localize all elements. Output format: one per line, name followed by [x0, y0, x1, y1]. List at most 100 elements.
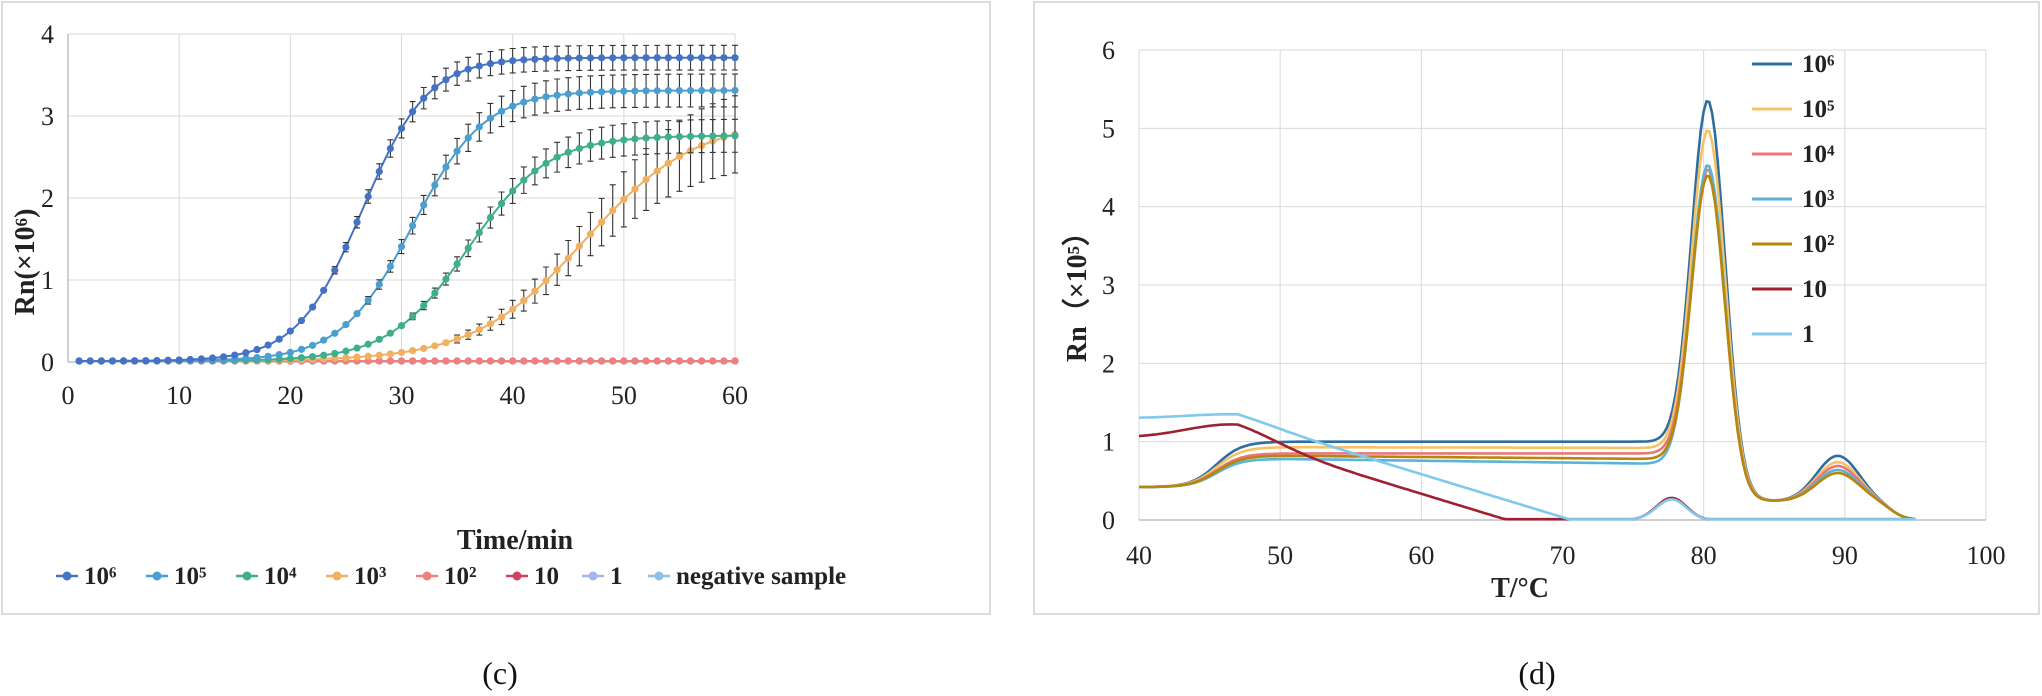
c-point-0-60: [731, 54, 739, 62]
c-point-3-55: [675, 152, 684, 161]
c-point-0-34: [442, 76, 450, 84]
c-point-1-55: [675, 86, 684, 95]
c-point-4-43: [542, 357, 550, 365]
c-point-2-26: [353, 344, 361, 352]
d-line-5: [1138, 423, 1916, 521]
c-point-4-28: [375, 357, 383, 365]
c-point-1-54: [664, 87, 672, 95]
c-point-2-49: [609, 137, 617, 145]
c-series-0: [75, 44, 739, 365]
c-point-0-35: [453, 70, 461, 78]
c-point-2-33: [431, 289, 439, 297]
c-point-4-33: [431, 357, 439, 365]
c-legend-label-4: 10²: [444, 563, 477, 590]
c-point-4-41: [520, 357, 528, 365]
c-point-2-58: [709, 132, 717, 140]
c-point-4-40: [509, 357, 517, 365]
c-point-4-47: [586, 357, 595, 365]
c-point-0-33: [431, 84, 439, 92]
c-xtick-4: 40: [500, 381, 526, 410]
c-point-0-3: [97, 357, 105, 365]
c-legend-label-5: 10: [534, 563, 559, 590]
c-point-1-60: [731, 86, 739, 95]
c-point-0-8: [153, 356, 161, 365]
c-point-0-7: [142, 357, 150, 365]
c-point-0-22: [308, 303, 317, 311]
c-point-0-40: [509, 57, 517, 65]
c-point-2-32: [420, 301, 428, 310]
d-legend-label-4: 10²: [1802, 231, 1835, 258]
c-xtick-5: 50: [611, 381, 637, 410]
c-point-4-59: [720, 357, 728, 365]
c-point-1-40: [509, 102, 517, 110]
c-point-3-37: [475, 325, 483, 334]
c-point-0-54: [664, 54, 672, 62]
c-point-4-50: [620, 357, 628, 365]
c-point-4-54: [664, 357, 672, 365]
d-xtick-1: 50: [1267, 541, 1293, 570]
c-point-1-19: [275, 351, 283, 359]
c-point-4-35: [453, 357, 461, 365]
c-point-1-52: [642, 87, 650, 95]
c-point-3-36: [464, 331, 472, 339]
c-legend-label-6: 1: [610, 563, 623, 590]
d-xtick-4: 80: [1691, 541, 1717, 570]
d-ytick-6: 6: [1102, 36, 1115, 65]
c-point-3-43: [542, 277, 550, 285]
c-point-4-49: [609, 357, 617, 365]
chart-d-gridlines: [1138, 49, 1987, 521]
c-legend-item-6: 1: [582, 563, 623, 590]
c-point-0-45: [564, 54, 572, 62]
c-point-1-25: [342, 320, 350, 329]
c-point-4-42: [531, 357, 539, 365]
c-point-3-54: [664, 159, 672, 167]
c-point-1-43: [542, 93, 550, 101]
c-point-0-38: [486, 60, 495, 68]
chart-c-y-tick-labels: 0 1 2 3 4: [41, 20, 54, 377]
c-point-3-47: [586, 230, 595, 238]
c-point-4-51: [631, 357, 639, 365]
c-legend-item-1: 10⁵: [146, 563, 207, 590]
c-point-3-33: [431, 342, 439, 350]
c-point-1-58: [709, 86, 717, 95]
c-point-1-59: [720, 86, 728, 95]
c-point-0-2: [86, 357, 94, 365]
d-legend-item-5: 10: [1752, 276, 1827, 303]
c-point-2-20: [286, 354, 294, 363]
c-point-4-36: [464, 357, 472, 365]
c-point-2-50: [620, 136, 628, 144]
c-point-0-13: [208, 354, 217, 362]
c-xtick-6: 60: [722, 381, 748, 410]
c-point-4-46: [575, 357, 583, 365]
panel-label-d: (d): [1518, 655, 1555, 691]
c-point-0-5: [119, 357, 128, 365]
c-point-1-53: [653, 87, 661, 95]
c-point-4-39: [497, 357, 506, 365]
c-point-2-41: [520, 176, 528, 184]
c-series-3: [75, 95, 739, 365]
c-point-1-46: [575, 89, 583, 97]
c-point-4-32: [420, 357, 428, 365]
c-point-0-53: [653, 54, 661, 62]
c-point-2-56: [686, 132, 695, 140]
c-point-2-43: [542, 159, 550, 167]
c-point-0-25: [342, 243, 350, 251]
c-line-0: [79, 56, 735, 362]
c-point-3-39: [497, 313, 506, 321]
c-point-4-55: [675, 357, 684, 365]
c-point-4-34: [442, 357, 450, 365]
c-point-0-49: [609, 54, 617, 62]
c-point-0-39: [497, 58, 506, 66]
c-point-2-29: [386, 329, 394, 337]
c-point-0-26: [353, 218, 361, 226]
c-point-1-56: [686, 86, 695, 95]
d-line-2: [1139, 168, 1916, 521]
c-point-3-52: [642, 175, 650, 184]
d-ytick-4: 4: [1102, 193, 1115, 222]
c-legend-label-1: 10⁵: [174, 563, 207, 590]
chart-c-x-label: Time/min: [457, 525, 574, 556]
chart-c-legend: 10⁶ 10⁵ 10⁴ 10³ 10² 10 1 negative sample: [56, 563, 846, 590]
c-point-1-33: [431, 181, 439, 189]
